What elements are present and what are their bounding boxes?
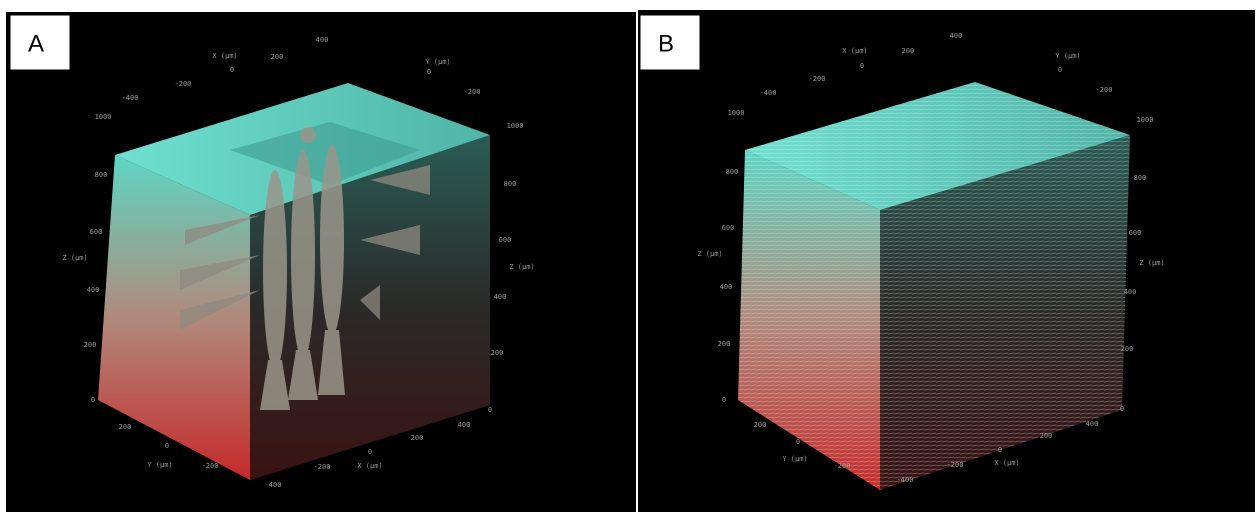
axis-label: 200	[754, 421, 767, 429]
axis-label: Y (μm)	[1055, 52, 1080, 60]
axis-label: 0	[427, 68, 431, 76]
axis-label: 400	[494, 293, 507, 301]
axis-label: -400	[122, 94, 139, 102]
axis-label: 800	[1134, 174, 1147, 182]
axis-label: 200	[411, 434, 424, 442]
axis-label: 800	[504, 180, 517, 188]
axis-label: 0	[1120, 405, 1124, 413]
axis-label: 400	[87, 286, 100, 294]
axis-label: 400	[316, 36, 329, 44]
axis-label: 0	[722, 396, 726, 404]
axis-label: -200	[947, 461, 964, 469]
axis-label: 0	[368, 448, 372, 456]
page: {"panels": [ {"label": "A", "axis_labels…	[0, 0, 1258, 517]
panel-label: A	[28, 30, 44, 57]
axis-label: -200	[314, 463, 331, 471]
axis-label: Z (μm)	[1139, 259, 1164, 267]
axis-label: 200	[491, 349, 504, 357]
axis-label: 1000	[95, 113, 112, 121]
axis-label: 200	[902, 47, 915, 55]
axis-label: X (μm)	[212, 52, 237, 60]
axis-label: 200	[1040, 432, 1053, 440]
axis-label: 0	[796, 438, 800, 446]
axis-label: -400	[265, 481, 282, 489]
axis-label: 400	[720, 283, 733, 291]
axis-label: Z (μm)	[509, 263, 534, 271]
axis-label: Z (μm)	[62, 254, 87, 262]
axis-label: 200	[271, 53, 284, 61]
axis-label: 200	[84, 341, 97, 349]
axis-label: Y (μm)	[425, 58, 450, 66]
axis-label: 600	[90, 228, 103, 236]
axis-label: 200	[718, 340, 731, 348]
axis-label: 600	[1129, 229, 1142, 237]
render-a	[98, 83, 490, 480]
axis-label: -200	[1096, 86, 1113, 94]
axis-label: X (μm)	[357, 462, 382, 470]
axis-label: 0	[1058, 66, 1062, 74]
axis-label: 600	[499, 236, 512, 244]
axis-label: 0	[91, 396, 95, 404]
axis-label: 600	[722, 224, 735, 232]
figure: A B X (μm) 200 400 Y (μm) 0 0 -200 -200 -400 1000…	[0, 0, 1258, 517]
axis-label: X (μm)	[994, 459, 1019, 467]
axis-label: 800	[726, 168, 739, 176]
axis-label: 1000	[1137, 116, 1154, 124]
axis-label: 200	[1121, 345, 1134, 353]
axis-label: 0	[998, 446, 1002, 454]
axis-label: 800	[95, 171, 108, 179]
axis-label: 0	[860, 62, 864, 70]
axis-label: 0	[488, 406, 492, 414]
axis-label: -200	[464, 88, 481, 96]
axis-label: Y (μm)	[147, 461, 172, 469]
axis-label: Z (μm)	[697, 250, 722, 258]
axis-label: -200	[809, 75, 826, 83]
axis-label: 0	[165, 442, 169, 450]
axis-label: -200	[834, 462, 851, 470]
axis-label: X (μm)	[842, 47, 867, 55]
axis-label: 400	[950, 32, 963, 40]
axis-label: -400	[760, 89, 777, 97]
axis-label: 1000	[728, 109, 745, 117]
axis-label: 400	[458, 421, 471, 429]
axis-label: 200	[119, 423, 132, 431]
axis-label: -200	[175, 80, 192, 88]
axis-label: 1000	[507, 122, 524, 130]
axis-label: -400	[897, 476, 914, 484]
axis-label: 0	[230, 66, 234, 74]
axis-label: -200	[202, 462, 219, 470]
panel-label: B	[658, 30, 674, 57]
axis-label: 400	[1124, 288, 1137, 296]
axis-label: 400	[1086, 420, 1099, 428]
axis-label: Y (μm)	[782, 455, 807, 463]
